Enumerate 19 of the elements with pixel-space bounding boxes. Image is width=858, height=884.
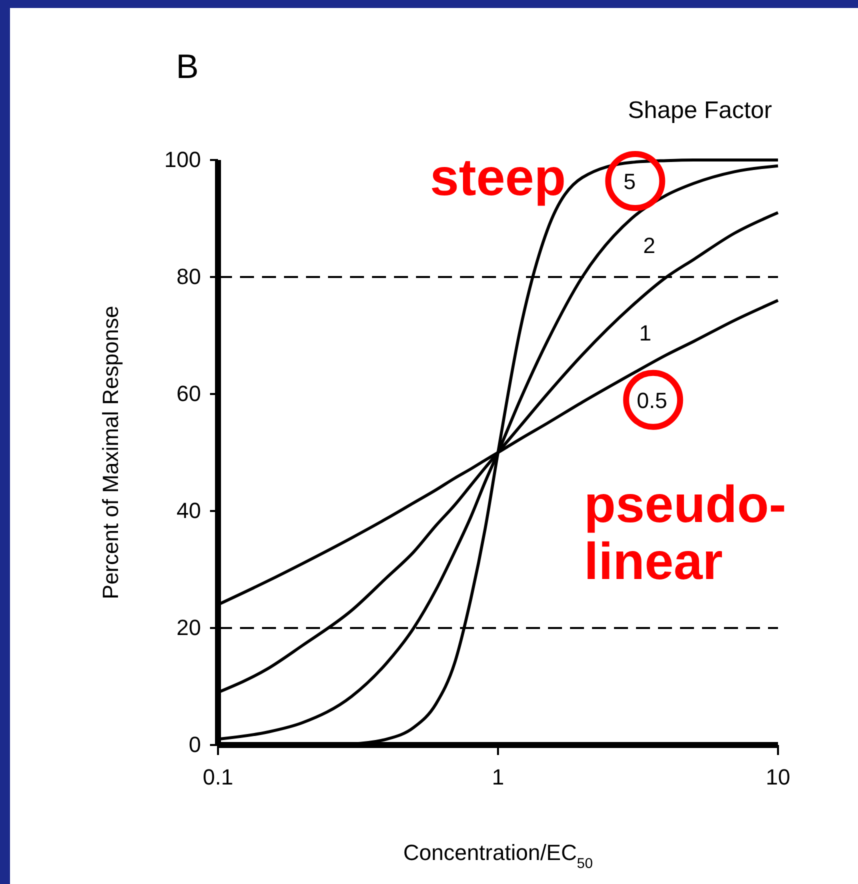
annotation: steep (430, 149, 566, 207)
y-tick-label: 40 (176, 498, 201, 524)
y-axis-title: Percent of Maximal Response (98, 306, 123, 600)
x-tick-label: 10 (766, 764, 790, 790)
series-label: 0.5 (636, 388, 668, 413)
legend-title: Shape Factor (628, 97, 772, 124)
y-tick-label: 20 (176, 615, 201, 640)
annotation: pseudo-linear (584, 476, 786, 592)
y-tick-label: 60 (176, 381, 201, 406)
x-tick-label: 0.1 (202, 764, 234, 790)
series-label: 2 (643, 232, 656, 258)
chart-title: B (176, 48, 199, 86)
y-tick-label: 80 (176, 264, 201, 290)
x-axis-title: Concentration/EC$_{50}$ (403, 840, 593, 872)
y-tick-label: 100 (164, 147, 201, 172)
series-label: 5 (623, 169, 636, 194)
y-tick-label: 0 (188, 732, 201, 758)
series-label: 1 (639, 320, 652, 346)
x-tick-label: 1 (492, 764, 504, 790)
